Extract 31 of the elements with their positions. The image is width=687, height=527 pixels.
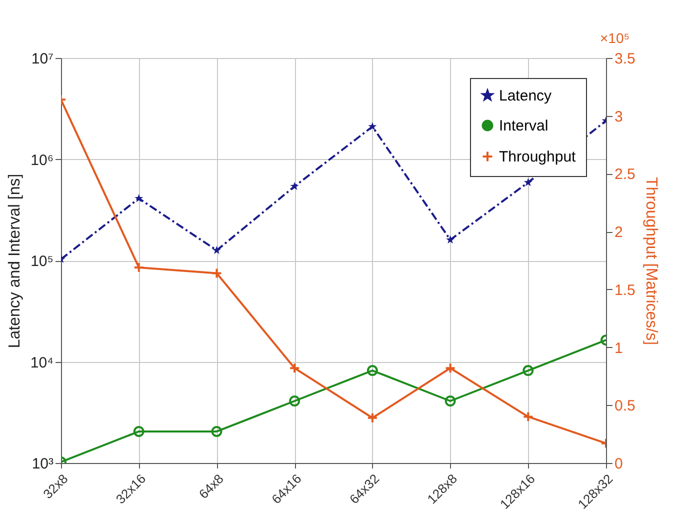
point [289, 396, 300, 406]
point [368, 122, 377, 130]
y2-tick-label: 3.5 [614, 50, 636, 68]
y2-tick-label: 0 [614, 456, 623, 472]
legend-label: Interval [499, 118, 548, 134]
point [290, 182, 299, 190]
y2-tick-label: 0.5 [614, 398, 636, 415]
point [366, 365, 378, 376]
point [212, 246, 221, 254]
point [522, 365, 534, 376]
point [134, 194, 144, 202]
legend-label: Latency [499, 88, 552, 104]
point [211, 426, 222, 437]
legend-label: Throughput [499, 148, 577, 166]
y2-tick-label: 2.5 [614, 166, 636, 184]
point [446, 235, 455, 244]
y2-tick-label: 2 [614, 224, 623, 242]
point [133, 426, 144, 437]
y-axis-title: Latency and Interval [ns] [6, 174, 24, 348]
point [524, 178, 532, 186]
y-tick-label: 10⁵ [30, 253, 54, 270]
point [444, 396, 456, 406]
y-tick-label: 10³ [32, 456, 54, 472]
y2-tick-label: 3 [614, 108, 623, 126]
y2-tick-label: 1.5 [614, 282, 636, 299]
y-tick-label: 10⁴ [30, 354, 54, 372]
y2-axis-title: Throughput [Matrices/s] [642, 176, 660, 346]
y2-tick-label: 1 [614, 340, 623, 357]
text: ×10⁵ [600, 30, 630, 46]
y-tick-label: 10⁶ [30, 152, 54, 169]
y-tick-label: 10⁷ [31, 50, 54, 68]
